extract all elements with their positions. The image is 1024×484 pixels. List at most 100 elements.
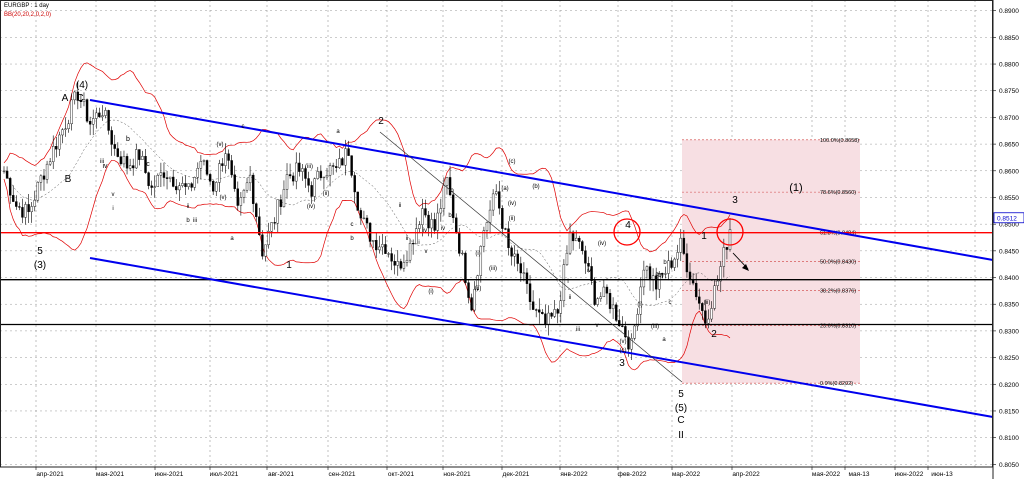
wave-label: (ii) [475,286,482,292]
candle-body [375,240,377,250]
y-tick-label: 0.8400 [999,275,1019,282]
candle-body [160,173,162,176]
wave-label: iii [193,218,197,224]
candle-body [178,186,180,190]
candle-body [440,209,442,214]
candle-body [95,113,97,119]
candle-body [378,247,380,250]
candle-body [320,171,322,177]
candle-body [71,100,73,124]
candle-body [126,156,128,168]
candle-body [504,229,506,230]
candle-body [621,326,623,327]
candle-body [597,299,599,305]
candle-body [680,238,682,252]
candle-body [332,166,334,167]
wave-label: iii [576,327,580,333]
candle-body [548,313,550,325]
y-tick-label: 0.8100 [999,435,1019,442]
candle-body [218,164,220,183]
candle-body [246,183,248,190]
x-tick-label: апр-2022 [732,471,760,478]
candle-body [415,229,417,244]
candle-body [188,184,190,187]
candle-body [111,130,113,144]
x-tick-label: авг-2021 [268,471,294,478]
wave-label: (ii) [509,216,516,222]
candle-body [643,270,645,287]
candle-body [191,184,193,188]
wave-label: ii [406,236,409,242]
candle-body [437,213,439,230]
candle-body [197,168,199,177]
candle-body [31,206,33,211]
candle-body [409,243,411,260]
wave-label: (5) [675,403,687,414]
candle-body [249,175,251,183]
wave-label: (c) [620,348,627,354]
candle-body [252,175,254,204]
wave-label: iv [587,268,591,274]
candle-body [363,218,365,219]
wave-label: (ii) [704,300,711,306]
candle-body [43,176,45,180]
y-tick-label: 0.8900 [999,8,1019,15]
candle-body [120,157,122,164]
candle-body [98,113,100,117]
x-tick-label: июл-2021 [210,471,239,478]
candle-body [667,261,669,274]
fib-level-label: 50.0%(0.8430) [820,260,856,266]
symbol-title: EURGBP : 1 day [4,3,49,10]
candle-body [58,135,60,149]
candle-body [594,281,596,305]
wave-label: (iv) [598,241,606,247]
candle-body [388,254,390,255]
wave-label: (b) [532,184,539,190]
candle-body [578,238,580,241]
wave-label: (ii) [323,191,330,197]
candle-body [381,244,383,247]
fib-level-label: 38.2%(0.8376) [820,288,856,294]
candle-body [6,171,8,178]
candle-body [634,326,636,338]
candle-body [261,235,263,256]
candle-body [434,219,436,230]
candle-body [695,283,697,297]
wave-label: 2 [378,116,384,127]
candle-body [587,263,589,266]
candle-body [698,297,700,304]
candle-body [720,267,722,281]
current-price-label: 0.8512 [997,215,1017,222]
wave-trend-line [380,132,682,382]
candle-body [357,192,359,210]
wave-label: (iii) [305,164,313,170]
wave-label: a [662,337,666,343]
candle-body [394,261,396,265]
candle-body [151,186,153,188]
candle-body [443,185,445,208]
candle-body [61,130,63,135]
candle-body [25,204,27,217]
candle-body [46,164,48,179]
candle-body [471,298,473,310]
wave-label: (iv) [307,204,315,210]
candle-body [726,247,728,249]
candle-body [517,254,519,264]
y-tick-label: 0.8350 [999,302,1019,309]
wave-label: b [126,136,130,143]
x-tick-label: сен-2021 [328,471,355,478]
candle-body [664,273,666,274]
candle-body [231,160,233,174]
wave-label: v [425,249,428,255]
wave-label: (c) [509,159,516,165]
candle-body [671,261,673,268]
candle-body [240,197,242,205]
candle-body [274,222,276,223]
wave-label: iv [441,226,445,232]
y-tick-label: 0.8200 [999,382,1019,389]
candle-body [295,163,297,181]
price-candles [3,82,731,360]
y-tick-label: 0.8450 [999,248,1019,255]
wave-label: (i) [637,302,642,308]
